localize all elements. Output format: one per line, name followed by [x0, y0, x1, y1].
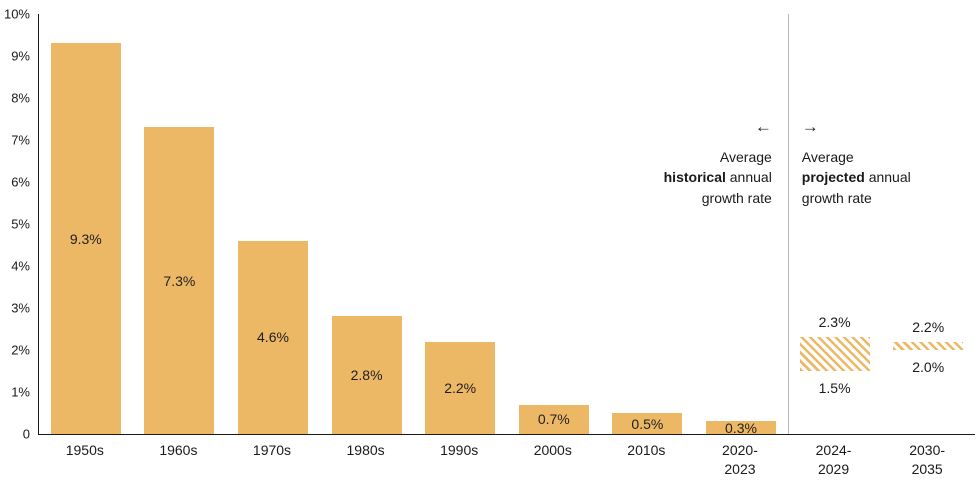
bar-column: 2.2%: [413, 14, 507, 434]
annotation-line: growth rate: [701, 189, 772, 206]
historical-annotation: ← Average historical annual growth rate: [652, 118, 772, 208]
projected-low-label: 2.0%: [912, 359, 945, 375]
y-tick-label: 3%: [11, 300, 30, 316]
bar-value-label: 0.3%: [725, 419, 757, 436]
x-axis-label: 2020- 2023: [722, 442, 758, 477]
y-tick-label: 10%: [3, 6, 30, 22]
annotation-bold-word: historical: [663, 169, 726, 186]
left-arrow-icon: ←: [754, 117, 772, 136]
y-tick-label: 9%: [11, 48, 30, 64]
bar-value-label: 7.3%: [163, 272, 196, 289]
bar: 4.6%: [237, 240, 308, 434]
y-tick-label: 4%: [11, 258, 30, 274]
projected-range-band: [799, 337, 870, 371]
bar-column: 4.6%: [226, 14, 320, 434]
y-tick-label: 2%: [11, 342, 30, 358]
y-tick-label: 5%: [11, 216, 30, 232]
bar-column: 2.8%: [320, 14, 414, 434]
bar: 0.3%: [705, 419, 776, 436]
bar: 0.7%: [518, 404, 589, 434]
x-axis-label: 1980s: [346, 442, 385, 458]
annotation-bold-word: projected: [801, 169, 865, 186]
projected-annotation-text: Average projected annual growth rate: [802, 147, 922, 208]
historical-projected-divider: [787, 14, 789, 434]
bar-value-label: 0.5%: [631, 415, 664, 432]
y-tick-label: 6%: [11, 174, 30, 190]
bar-column: 9.3%: [39, 14, 133, 434]
x-axis-label: 1950s: [65, 442, 104, 458]
projected-low-label: 1.5%: [818, 380, 851, 396]
bar-column: 0.7%: [507, 14, 601, 434]
bar-value-label: 2.8%: [350, 367, 383, 384]
y-axis: 10% 9% 8% 7% 6% 5% 4% 3% 2% 1% 0: [0, 7, 33, 442]
annotation-line: annual: [864, 169, 911, 186]
x-axis-label: 2024- 2029: [815, 442, 852, 477]
x-axis: 1950s 1960s 1970s 1980s 1990s 2000s 2010s 2020-…: [38, 441, 974, 479]
bar: 0.5%: [612, 413, 683, 434]
projected-range-band: [893, 341, 964, 350]
x-axis-label: 1970s: [252, 442, 292, 458]
bar-value-label: 4.6%: [257, 329, 289, 346]
bar-column: 0.3%: [694, 14, 788, 436]
bar-value-label: 0.7%: [537, 411, 570, 428]
x-axis-label: 2000s: [533, 442, 572, 458]
right-arrow-icon: →: [801, 117, 819, 136]
bar-value-label: 2.2%: [444, 379, 477, 396]
x-axis-label: 2030- 2035: [909, 442, 946, 477]
projected-column: 2.2% 2.0%: [881, 14, 975, 434]
y-tick-label: 7%: [11, 132, 30, 148]
y-tick-label: 1%: [11, 384, 30, 400]
projected-annotation: → Average projected annual growth rate: [802, 118, 922, 208]
annotation-line: Average: [719, 149, 772, 165]
annotation-line: Average: [801, 149, 854, 165]
y-tick-label: 0: [22, 426, 30, 442]
bar: 2.2%: [425, 341, 496, 434]
projected-high-label: 2.3%: [818, 314, 851, 331]
annotation-line: annual: [725, 169, 772, 186]
historical-annotation-text: Average historical annual growth rate: [652, 147, 772, 208]
y-tick-label: 8%: [11, 90, 30, 106]
bar-column: 7.3%: [133, 14, 227, 434]
x-axis-label: 2010s: [627, 442, 666, 458]
bar: 2.8%: [331, 316, 402, 434]
plot-area: ← Average historical annual growth rate …: [38, 14, 975, 436]
x-axis-label: 1960s: [159, 442, 198, 458]
bar: 7.3%: [144, 127, 215, 434]
annotation-line: growth rate: [801, 189, 872, 206]
bar: 9.3%: [50, 43, 121, 434]
bar-column: 0.5%: [601, 14, 695, 434]
bar-value-label: 9.3%: [69, 230, 102, 247]
projected-high-label: 2.2%: [912, 318, 945, 335]
projected-column: 2.3% 1.5%: [788, 14, 882, 434]
x-axis-label: 1990s: [440, 442, 479, 458]
